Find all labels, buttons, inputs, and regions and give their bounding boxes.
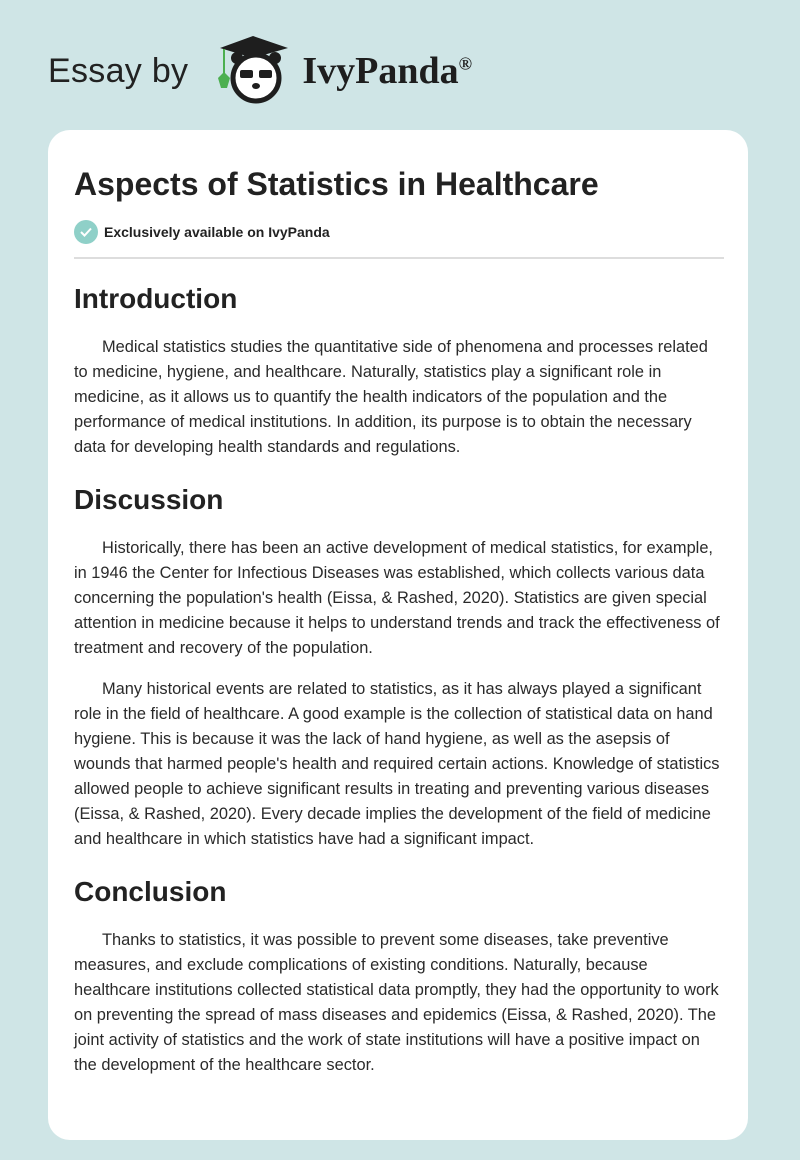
ivypanda-logo-icon[interactable]	[210, 36, 296, 106]
paragraph: Medical statistics studies the quantitat…	[74, 338, 708, 456]
brand-text: IvyPanda	[302, 50, 459, 92]
page-title: Aspects of Statistics in Healthcare	[74, 166, 599, 202]
section-heading-conclusion: Conclusion	[74, 876, 227, 907]
check-icon	[74, 220, 98, 244]
registered-mark: ®	[458, 53, 473, 74]
paragraph: Thanks to statistics, it was possible to…	[74, 931, 719, 1074]
paragraph: Historically, there has been an active d…	[74, 539, 720, 657]
section-heading-introduction: Introduction	[74, 283, 238, 314]
brand-name[interactable]: IvyPanda®	[302, 49, 472, 93]
section-heading-discussion: Discussion	[74, 484, 224, 515]
essay-by-label: Essay by	[48, 51, 189, 90]
exclusive-badge: Exclusively available on IvyPanda	[74, 220, 724, 244]
divider	[74, 257, 724, 259]
badge-text: Exclusively available on IvyPanda	[104, 224, 330, 240]
site-header: Essay by IvyPanda®	[48, 36, 472, 106]
essay-content: Aspects of Statistics in Healthcare Excl…	[74, 164, 724, 1094]
essay-card: Aspects of Statistics in Healthcare Excl…	[48, 130, 748, 1140]
paragraph: Many historical events are related to st…	[74, 680, 720, 848]
